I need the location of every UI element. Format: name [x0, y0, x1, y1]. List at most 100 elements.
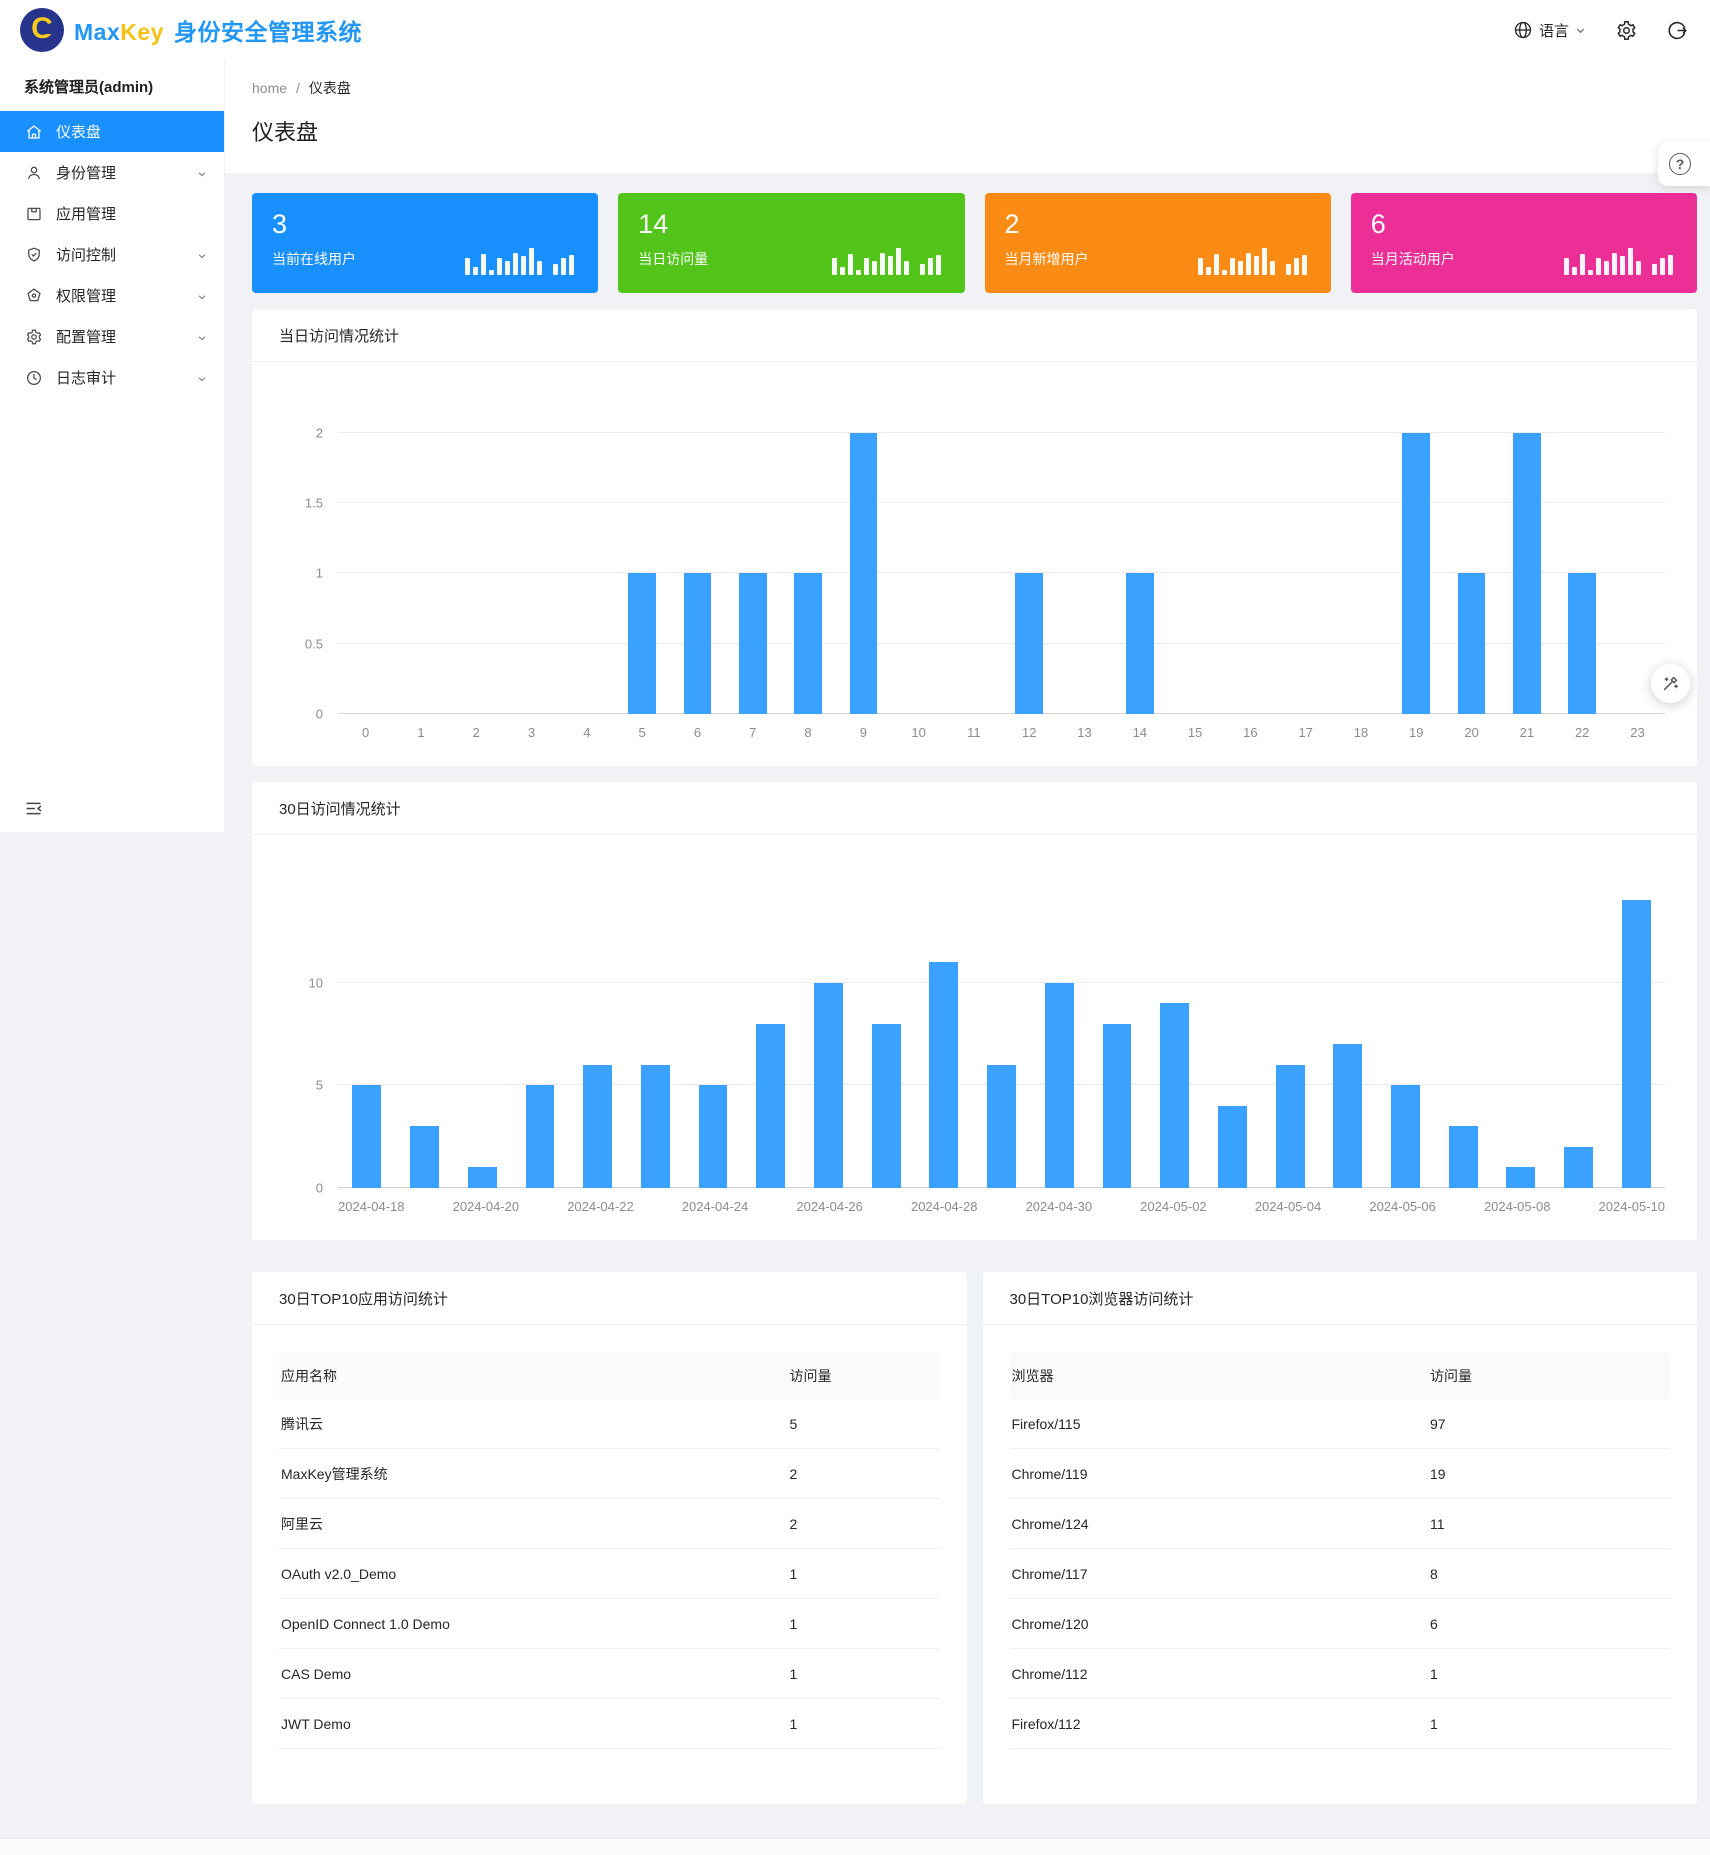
table-title: 30日TOP10浏览器访问统计: [982, 1272, 1697, 1325]
x-tick-label: 18: [1353, 725, 1369, 740]
x-tick-label: 19: [1409, 725, 1424, 740]
x-axis-labels: 2024-04-18 2024-04-20 2024-04-22 2024-04-24…: [338, 1199, 1665, 1214]
bar-slot: [857, 851, 915, 1188]
bar: [683, 573, 712, 714]
chart-title: 当日访问情况统计: [252, 309, 1697, 362]
bar: [1160, 1003, 1190, 1188]
sidebar-item-access-control[interactable]: 访问控制: [0, 234, 224, 275]
settings-button[interactable]: [1616, 20, 1637, 41]
sidebar-item-audit-log[interactable]: 日志审计: [0, 357, 224, 398]
bar: [1568, 573, 1596, 714]
sparkline-bar: [513, 253, 519, 275]
sparkline-bar: [473, 267, 479, 275]
x-tick-label: 17: [1298, 725, 1313, 740]
x-tick-label: 2024-04-22: [567, 1199, 634, 1214]
x-tick-label: 8: [804, 725, 812, 740]
sidebar-item-identity[interactable]: 身份管理: [0, 152, 224, 193]
cell-value: 1: [789, 1615, 798, 1632]
sparkline-bar: [561, 258, 567, 275]
sidebar-item-configuration[interactable]: 配置管理: [0, 316, 224, 357]
sidebar-item-label: 身份管理: [56, 165, 117, 182]
x-tick-label: [1436, 1199, 1484, 1214]
sparkline-bar: [1652, 264, 1657, 275]
sidebar-collapse-button[interactable]: [24, 799, 43, 818]
x-tick-label: 10: [911, 725, 926, 740]
bar-slot: [1278, 378, 1333, 714]
x-tick-label: [977, 1199, 1025, 1214]
chevron-down-icon: [197, 169, 207, 179]
table-row: OAuth v2.0_Demo 1: [279, 1549, 940, 1599]
cell-name: Chrome/120: [1011, 1615, 1089, 1632]
cell-value: 2: [789, 1515, 798, 1532]
x-tick-label: 12: [1021, 725, 1037, 740]
bar-slot: [396, 851, 454, 1188]
x-tick-label: [1207, 1199, 1255, 1214]
bar: [525, 1085, 555, 1188]
bar: [698, 1085, 728, 1188]
table-header-row: 应用名称 访问量: [279, 1353, 940, 1399]
cell-value: 5: [789, 1415, 798, 1432]
brand-max: Max: [74, 19, 121, 45]
bar-slot: [1146, 851, 1204, 1188]
chevron-down-icon: [197, 292, 207, 302]
y-tick-label: 1: [315, 565, 323, 581]
clock-icon: [25, 369, 43, 387]
bar-slot: [725, 378, 780, 714]
x-tick-label: 21: [1519, 725, 1535, 740]
sparkline-bar: [935, 254, 941, 275]
bar-slot: [614, 378, 669, 714]
bar-slot: [915, 851, 973, 1188]
bar-slot: [338, 378, 393, 714]
bar-slot: [393, 378, 448, 714]
x-tick-label: [519, 1199, 567, 1214]
x-tick-label: 23: [1630, 725, 1645, 740]
theme-tool-button[interactable]: [1651, 664, 1690, 703]
x-tick-label: 6: [693, 725, 702, 740]
language-menu[interactable]: 语言: [1513, 20, 1586, 41]
x-tick-label: 2024-04-28: [910, 1199, 978, 1214]
sidebar-item-permissions[interactable]: 权限管理: [0, 275, 224, 316]
cell-name: JWT Demo: [281, 1715, 351, 1732]
bar: [1564, 1146, 1594, 1188]
bar-slot: [453, 851, 511, 1188]
sidebar-item-applications[interactable]: 应用管理: [0, 193, 224, 234]
sparkline-bar: [847, 254, 853, 275]
sidebar-item-dashboard[interactable]: 仪表盘: [0, 111, 224, 152]
x-tick-label: 9: [859, 725, 867, 740]
breadcrumb-current: 仪表盘: [308, 80, 351, 96]
sidebar-item-label: 仪表盘: [56, 124, 102, 141]
bar-slot: [559, 378, 614, 714]
home-icon: [25, 123, 43, 141]
sparkline-bar: [879, 253, 885, 275]
x-tick-label: 2024-05-06: [1369, 1199, 1436, 1214]
x-tick-label: [634, 1199, 682, 1214]
bar: [1044, 982, 1074, 1188]
sparkline-bar: [927, 258, 933, 275]
breadcrumb-home-link[interactable]: home: [252, 80, 288, 96]
bar-slot: [1492, 851, 1550, 1188]
language-label: 语言: [1538, 22, 1569, 40]
bar: [1513, 432, 1541, 714]
gear-icon: [25, 328, 43, 346]
brand-suffix: 身份安全管理系统: [173, 19, 362, 45]
logout-button[interactable]: [1667, 20, 1688, 41]
sparkline-bar: [863, 257, 869, 275]
gridline: [338, 431, 1665, 433]
cell-name: 腾讯云: [281, 1415, 323, 1432]
sidebar-item-label: 配置管理: [56, 329, 117, 346]
y-tick-label: 5: [315, 1077, 323, 1093]
cell-name: 阿里云: [281, 1515, 323, 1532]
bar: [1621, 900, 1651, 1188]
bar: [871, 1023, 901, 1188]
bar-slot: [569, 851, 627, 1188]
sparkline-bar: [1636, 260, 1641, 275]
bar: [1015, 573, 1044, 714]
maxkey-logo-icon: C: [20, 8, 64, 52]
bars-layer: [338, 851, 1665, 1188]
sparkline-bar: [1245, 253, 1251, 275]
appstore-icon: [25, 205, 43, 223]
help-widget-button[interactable]: ?: [1658, 142, 1710, 186]
admin-user-label: 系统管理员(admin): [24, 79, 154, 96]
x-tick-label: [863, 1199, 911, 1214]
bar: [583, 1064, 613, 1188]
